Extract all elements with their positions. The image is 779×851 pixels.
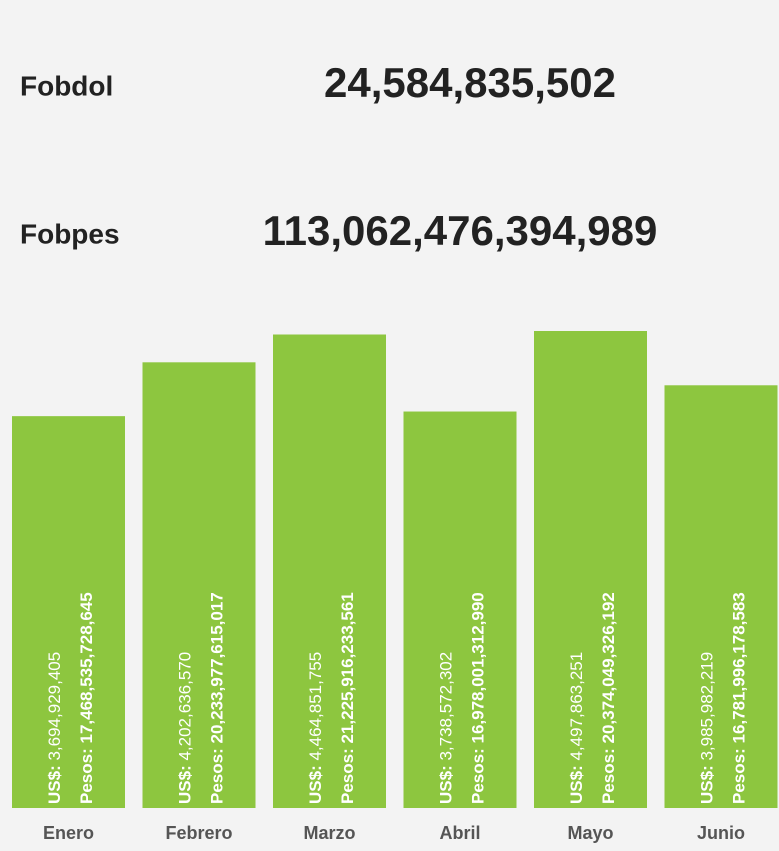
value-label-prefix: Pesos: (338, 748, 357, 804)
x-tick-label: Abril (439, 823, 480, 843)
value-label: US$: 4,202,636,570 (176, 652, 195, 804)
x-tick-label: Marzo (303, 823, 355, 843)
kpi-value: 24,584,835,502 (324, 59, 616, 106)
x-tick-label: Enero (43, 823, 94, 843)
value-label-prefix: US$: (176, 765, 195, 804)
kpi-value: 113,062,476,394,989 (263, 207, 658, 254)
value-label-prefix: US$: (698, 765, 717, 804)
value-label-prefix: Pesos: (469, 748, 488, 804)
kpi-label: Fobpes (20, 218, 120, 249)
value-label-number: 4,497,863,251 (567, 652, 586, 761)
bar (534, 331, 647, 808)
x-tick-label: Mayo (567, 823, 613, 843)
x-tick-label: Febrero (165, 823, 232, 843)
bar (403, 411, 517, 808)
value-label-number: 3,985,982,219 (698, 652, 717, 761)
bar (142, 362, 256, 808)
value-label-number: 16,781,996,178,583 (730, 592, 749, 743)
value-label-prefix: US$: (306, 765, 325, 804)
value-label-number: 20,233,977,615,017 (208, 592, 227, 743)
value-label: Pesos: 20,374,049,326,192 (599, 592, 618, 804)
value-label: Pesos: 16,781,996,178,583 (730, 592, 749, 804)
value-label: Pesos: 21,225,916,233,561 (338, 592, 357, 804)
value-label-number: 4,202,636,570 (176, 652, 195, 761)
value-label-number: 20,374,049,326,192 (599, 592, 618, 743)
value-label-prefix: US$: (45, 765, 64, 804)
kpi-label: Fobdol (20, 70, 113, 101)
value-label-number: 3,738,572,302 (437, 652, 456, 761)
value-label-number: 17,468,535,728,645 (77, 592, 96, 743)
value-label: Pesos: 17,468,535,728,645 (77, 592, 96, 804)
value-label: US$: 4,464,851,755 (306, 652, 325, 804)
value-label: US$: 3,694,929,405 (45, 652, 64, 804)
value-label: US$: 4,497,863,251 (567, 652, 586, 804)
value-label-number: 16,978,001,312,990 (469, 592, 488, 743)
value-label-prefix: Pesos: (599, 748, 618, 804)
value-label-prefix: US$: (567, 765, 586, 804)
value-label-prefix: Pesos: (208, 748, 227, 804)
value-label-prefix: US$: (437, 765, 456, 804)
bar (664, 385, 778, 808)
value-label-number: 3,694,929,405 (45, 652, 64, 761)
value-label: US$: 3,738,572,302 (437, 652, 456, 804)
value-label: US$: 3,985,982,219 (698, 652, 717, 804)
value-label: Pesos: 20,233,977,615,017 (208, 592, 227, 804)
value-label-number: 21,225,916,233,561 (338, 592, 357, 743)
x-tick-label: Junio (697, 823, 745, 843)
bar (12, 416, 125, 808)
value-label-prefix: Pesos: (730, 748, 749, 804)
bar (273, 334, 386, 808)
value-label-number: 4,464,851,755 (306, 652, 325, 761)
value-label-prefix: Pesos: (77, 748, 96, 804)
value-label: Pesos: 16,978,001,312,990 (469, 592, 488, 804)
